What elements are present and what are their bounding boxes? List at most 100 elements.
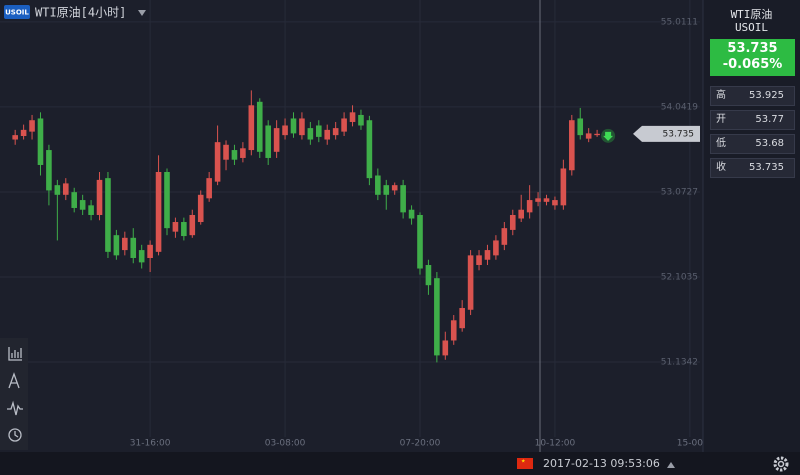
- ohlc-row: 低 53.68: [710, 134, 795, 154]
- candle-body: [299, 118, 305, 136]
- y-tick-label: 51.1342: [661, 358, 698, 368]
- price-box: 53.735 -0.065%: [710, 39, 795, 76]
- candle-body: [577, 118, 584, 136]
- candle-body: [493, 240, 499, 256]
- candle-body: [256, 101, 263, 152]
- candle-body: [484, 250, 491, 260]
- expand[interactable]: [667, 462, 675, 468]
- ohlc-label: 收: [716, 162, 726, 173]
- candle-body: [37, 118, 44, 165]
- candle-body: [560, 168, 567, 206]
- candle-body: [223, 144, 229, 160]
- candle-body: [383, 185, 390, 195]
- candle-body: [46, 150, 52, 191]
- flag-star: ★: [521, 459, 526, 465]
- x-tick-label: 15-00: [677, 439, 703, 449]
- badge-text: USOIL: [5, 9, 29, 17]
- x-tick-label: 03-08:00: [265, 439, 306, 449]
- candle-body: [459, 308, 465, 329]
- candle-body: [518, 209, 525, 219]
- candle-body: [552, 200, 558, 206]
- last-marker: [603, 131, 614, 141]
- candle-body: [569, 120, 575, 171]
- candle-body: [467, 255, 474, 310]
- candle-body: [172, 222, 179, 232]
- x-tick-label: 07-20:00: [400, 439, 441, 449]
- candle-body: [12, 135, 18, 140]
- candle-body: [341, 118, 347, 132]
- candle-body: [290, 118, 297, 134]
- ohlc-value: 53.735: [749, 162, 784, 173]
- price: 53.735: [727, 41, 778, 56]
- ohlc-row: 高 53.925: [710, 86, 795, 106]
- candle-body: [197, 194, 204, 223]
- toolbar: [0, 338, 28, 450]
- y-tick-label: 53.0727: [661, 187, 698, 197]
- ohlc-label: 开: [716, 114, 726, 125]
- candle-body: [105, 178, 111, 252]
- tool-indicators[interactable]: [8, 347, 22, 361]
- sidebar-symbol: USOIL: [734, 21, 769, 34]
- candle-body: [71, 192, 78, 208]
- candle-body: [442, 340, 449, 356]
- change: -0.065%: [722, 57, 783, 72]
- status-bar: [0, 452, 800, 475]
- candle-body: [425, 265, 432, 286]
- candle-body: [273, 128, 280, 152]
- candle-body: [113, 235, 120, 256]
- ohlc-row: 开 53.77: [710, 110, 795, 130]
- candle-body: [391, 185, 398, 191]
- y-tick-label: 54.0419: [661, 102, 698, 112]
- candle-body: [434, 278, 440, 356]
- x-tick-label: 31-16:00: [130, 439, 171, 449]
- candle-body: [155, 171, 162, 252]
- ohlc-value: 53.77: [755, 114, 784, 125]
- candle-body: [54, 185, 61, 195]
- candle-body: [240, 148, 246, 158]
- candle-body: [315, 125, 322, 137]
- candle-body: [189, 214, 196, 236]
- tool-draw[interactable]: [8, 372, 20, 389]
- dropdown[interactable]: [138, 10, 146, 16]
- tool-clock[interactable]: [8, 428, 22, 442]
- candle-body: [543, 198, 550, 202]
- candle-body: [417, 214, 423, 269]
- candle-body: [349, 112, 356, 122]
- candle-body: [181, 222, 187, 237]
- candle-body: [29, 120, 35, 132]
- candle-body: [282, 125, 288, 136]
- chart-title: WTI原油[4小时]: [35, 6, 126, 20]
- candle-body: [248, 105, 255, 151]
- candle-body: [408, 209, 415, 219]
- candle-body: [122, 237, 128, 251]
- candle-body: [206, 178, 212, 199]
- candle-body: [138, 250, 145, 263]
- candle-body: [358, 114, 364, 126]
- candle-body: [130, 237, 137, 258]
- ohlc-label: 低: [716, 138, 726, 149]
- sidebar-head: WTI原油 USOIL: [703, 8, 800, 34]
- candle-body: [526, 200, 533, 213]
- plot-bg: [0, 0, 703, 452]
- y-tick-label: 55.0111: [661, 17, 698, 27]
- candle-body: [96, 179, 103, 215]
- candle-body: [214, 142, 221, 182]
- candle-body: [324, 129, 331, 140]
- sidebar-name: WTI原油: [730, 8, 773, 21]
- candle-body: [164, 171, 170, 229]
- tool-wave[interactable]: [7, 400, 23, 416]
- candle-body: [450, 320, 457, 341]
- ohlc-value: 53.925: [749, 90, 784, 101]
- candle-body: [88, 205, 94, 215]
- candle-body: [79, 200, 86, 210]
- ohlc-label: 高: [716, 90, 726, 101]
- y-tick-label: 52.1035: [661, 272, 698, 282]
- candle-body: [594, 133, 600, 136]
- candle-body: [501, 228, 508, 245]
- settings[interactable]: [773, 456, 789, 472]
- candle-body: [366, 120, 373, 179]
- candle-body: [147, 244, 153, 258]
- candle-body: [585, 133, 592, 139]
